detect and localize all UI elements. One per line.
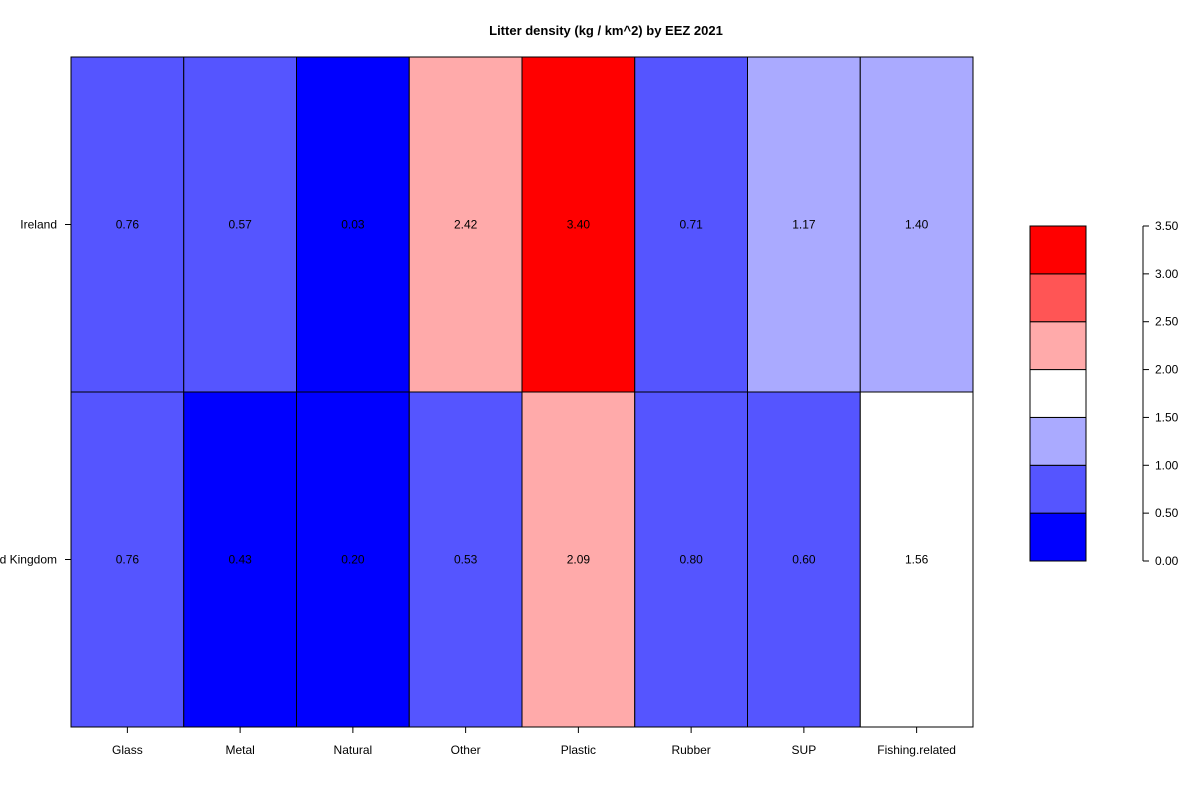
- heatmap-cells: 0.76 0.57 0.03 2.42 3.40 0.71 1.17 1.40 0.76 0.43…: [70, 56, 974, 728]
- heatmap-cell: [747, 56, 861, 393]
- cell-value-label: 2.42: [454, 218, 478, 232]
- cell-value-label: 0.76: [116, 218, 140, 232]
- legend-swatch: [1029, 512, 1087, 562]
- column-tick-label: Other: [451, 743, 481, 757]
- cell-value-label: 1.56: [905, 553, 929, 567]
- legend-swatch: [1029, 321, 1087, 371]
- row-tick-label: United Kingdom: [0, 553, 57, 567]
- column-tick-label: Rubber: [671, 743, 710, 757]
- heatmap-cell: [183, 391, 297, 728]
- heatmap-cell: [747, 391, 861, 728]
- chart-title: Litter density (kg / km^2) by EEZ 2021: [489, 23, 723, 38]
- heatmap-cell: [70, 56, 185, 393]
- legend-tick-label: 1.00: [1155, 458, 1179, 472]
- column-axis: Glass Metal Natural Other Plastic Rubber SUP Fi…: [112, 727, 956, 757]
- legend-tick-label: 2.00: [1155, 363, 1179, 377]
- column-tick-label: Glass: [112, 743, 143, 757]
- column-tick-label: Natural: [334, 743, 373, 757]
- cell-value-label: 0.60: [792, 553, 816, 567]
- cell-value-label: 1.40: [905, 218, 929, 232]
- heatmap-cell: [296, 56, 410, 393]
- cell-value-label: 0.03: [341, 218, 365, 232]
- cell-value-label: 0.43: [228, 553, 252, 567]
- column-tick-label: Plastic: [561, 743, 596, 757]
- cell-value-label: 0.71: [679, 218, 703, 232]
- column-tick-label: Fishing.related: [877, 743, 956, 757]
- legend-swatch: [1029, 273, 1087, 323]
- legend-swatch: [1029, 225, 1087, 275]
- legend-tick-label: 3.50: [1155, 219, 1179, 233]
- legend-swatch: [1029, 464, 1087, 514]
- heatmap-cell: [408, 56, 523, 393]
- heatmap-cell: [859, 56, 974, 393]
- heatmap-cell: [408, 391, 523, 728]
- legend-tick-label: 1.50: [1155, 410, 1179, 424]
- cell-value-label: 0.57: [228, 218, 252, 232]
- row-axis: Ireland United Kingdom: [0, 218, 71, 567]
- cell-value-label: 0.53: [454, 553, 478, 567]
- cell-value-label: 0.80: [679, 553, 703, 567]
- color-legend: 0.00 0.50 1.00 1.50 2.00 2.50 3.00 3.50: [1029, 219, 1179, 568]
- cell-value-label: 2.09: [567, 553, 591, 567]
- column-tick-label: SUP: [792, 743, 817, 757]
- cell-value-label: 0.76: [116, 553, 140, 567]
- legend-swatch: [1029, 369, 1087, 418]
- heatmap-cell: [521, 391, 636, 728]
- cell-value-label: 1.17: [792, 218, 816, 232]
- legend-swatch: [1029, 416, 1087, 466]
- row-tick-label: Ireland: [20, 218, 57, 232]
- cell-value-label: 3.40: [567, 218, 591, 232]
- legend-tick-label: 3.00: [1155, 267, 1179, 281]
- legend-tick-label: 2.50: [1155, 315, 1179, 329]
- legend-tick-label: 0.00: [1155, 554, 1179, 568]
- column-tick-label: Metal: [225, 743, 254, 757]
- cell-value-label: 0.20: [341, 553, 365, 567]
- legend-tick-label: 0.50: [1155, 506, 1179, 520]
- heatmap-cell: [859, 391, 974, 728]
- heatmap-cell: [634, 56, 748, 393]
- heatmap-cell: [183, 56, 297, 393]
- heatmap-cell: [634, 391, 748, 728]
- heatmap-cell: [521, 56, 636, 393]
